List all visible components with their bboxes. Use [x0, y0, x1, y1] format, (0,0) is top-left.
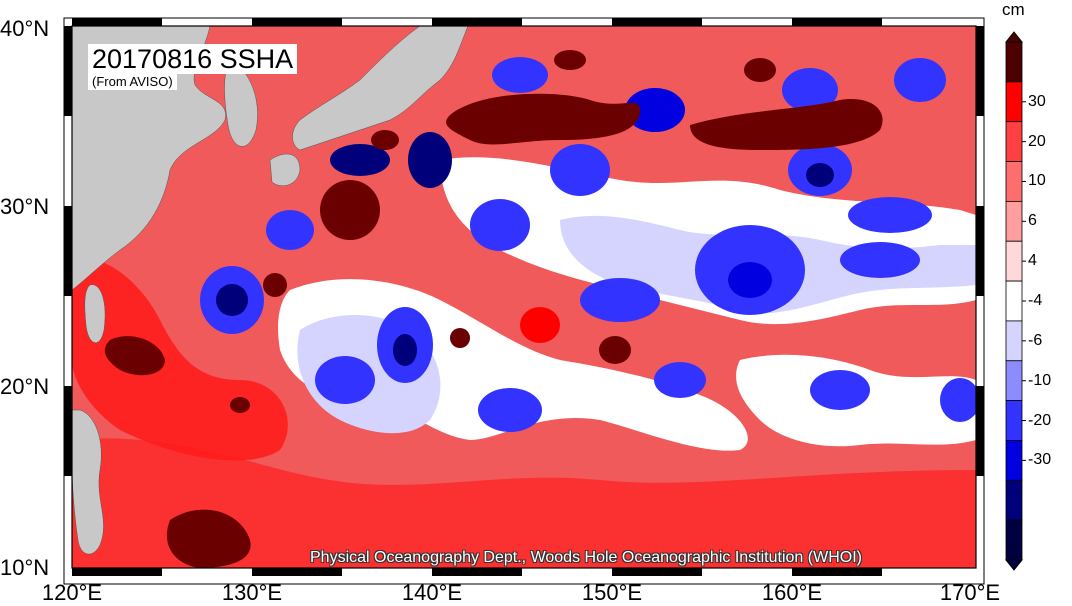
colorbar-unit: cm	[1002, 0, 1025, 19]
lat-label-30: 30°N	[0, 194, 50, 219]
land-china	[72, 26, 226, 291]
lon-label-150: 150°E	[581, 580, 643, 605]
ssha-positive-region	[72, 438, 976, 568]
ssha-negative-eddy	[810, 370, 870, 410]
land-taiwan	[84, 284, 106, 343]
ssha-positive-eddy	[520, 307, 560, 343]
ssha-positive-eddy	[599, 336, 631, 364]
ssha-negative-eddy	[330, 144, 390, 176]
lon-label-160: 160°E	[761, 580, 823, 605]
colorbar-bottom-arrow	[1004, 559, 1024, 571]
ssha-negative-eddy	[806, 163, 834, 187]
ssha-negative-eddy	[550, 144, 610, 196]
ssha-positive-region	[166, 509, 251, 568]
colorbar-tick-label: -30	[1028, 451, 1052, 469]
land-korea	[224, 59, 258, 147]
map-subtitle: (From AVISO)	[88, 74, 177, 90]
ssha-negative-eddy	[894, 58, 946, 102]
colorbar-segment	[1005, 440, 1023, 481]
lat-label-10: 10°N	[0, 555, 50, 580]
ssha-negative-eddy	[625, 88, 685, 132]
ssha-positive-eddy	[263, 273, 287, 297]
ssha-positive-eddy	[320, 180, 380, 240]
colorbar-segment	[1005, 280, 1023, 322]
colorbar-segment	[1005, 479, 1023, 521]
colorbar-tick-label: -10	[1028, 371, 1052, 389]
lat-label-20: 20°N	[0, 374, 50, 399]
ssha-negative-eddy	[492, 57, 548, 93]
map-title: 20170816 SSHA	[92, 44, 294, 74]
colorbar-segment	[1005, 200, 1023, 242]
colorbar-tick-label: 20	[1028, 132, 1046, 150]
ssha-negative-eddy	[315, 356, 375, 404]
ssha-negative-eddy	[393, 334, 417, 366]
colorbar-segment	[1005, 400, 1023, 441]
map-border-ticks	[63, 17, 985, 585]
ssha-positive-eddy	[744, 58, 776, 82]
ssha-positive-region	[104, 336, 165, 376]
ssha-negative-eddy	[408, 132, 452, 188]
colorbar-top-arrow	[1004, 31, 1024, 43]
colorbar-tick-label: -20	[1028, 411, 1052, 429]
colorbar-tick-label: 10	[1028, 172, 1046, 190]
colorbar-segment	[1005, 41, 1023, 83]
credit-text: Physical Oceanography Dept., Woods Hole …	[310, 549, 862, 566]
colorbar-tick-label: -4	[1028, 292, 1043, 309]
ssha-negative-eddy	[782, 68, 838, 112]
lon-label-120: 120°E	[41, 580, 103, 605]
ssha-positive-eddy	[554, 50, 586, 70]
map-title-box: 20170816 SSHA	[88, 44, 298, 74]
colorbar-segment	[1005, 360, 1023, 402]
lon-label-170: 170°E	[939, 580, 1001, 605]
lon-label-130: 130°E	[221, 580, 283, 605]
ssha-negative-eddy	[266, 210, 314, 250]
colorbar-segment	[1005, 519, 1023, 561]
lon-label-140: 140°E	[401, 580, 463, 605]
ssha-negative-eddy	[478, 388, 542, 432]
colorbar-segment	[1005, 81, 1023, 123]
ssha-positive-eddy	[690, 99, 883, 150]
colorbar-tick-label: 6	[1028, 212, 1037, 230]
land-philippines	[72, 409, 104, 555]
ssha-positive-eddy	[371, 130, 399, 150]
colorbar-tick-label: 30	[1028, 92, 1046, 110]
colorbar-tick-label: -6	[1028, 331, 1043, 349]
ssha-negative-eddy	[848, 197, 932, 233]
land-japan	[292, 26, 469, 151]
ssha-positive-eddy	[450, 328, 470, 348]
ssha-positive-eddy	[446, 93, 640, 145]
ssha-negative-eddy	[470, 199, 530, 251]
ssha-negative-eddy	[940, 378, 976, 422]
colorbar-segment	[1005, 121, 1023, 162]
land-kyushu	[269, 153, 301, 186]
colorbar-segment	[1005, 161, 1023, 202]
ssha-negative-eddy	[728, 262, 772, 298]
ssha-negative-eddy	[840, 242, 920, 278]
map-frame	[71, 25, 977, 569]
colorbar-segment	[1005, 320, 1023, 362]
colorbar-segment	[1005, 240, 1023, 282]
ssha-positive-eddy	[230, 397, 250, 413]
ssha-negative-eddy	[654, 362, 706, 398]
ssha-negative-eddy	[216, 284, 248, 316]
colorbar-tick-label: 4	[1028, 252, 1037, 270]
ssha-negative-eddy	[580, 278, 660, 322]
colorbar	[1004, 31, 1026, 571]
lat-label-40: 40°N	[0, 16, 50, 41]
